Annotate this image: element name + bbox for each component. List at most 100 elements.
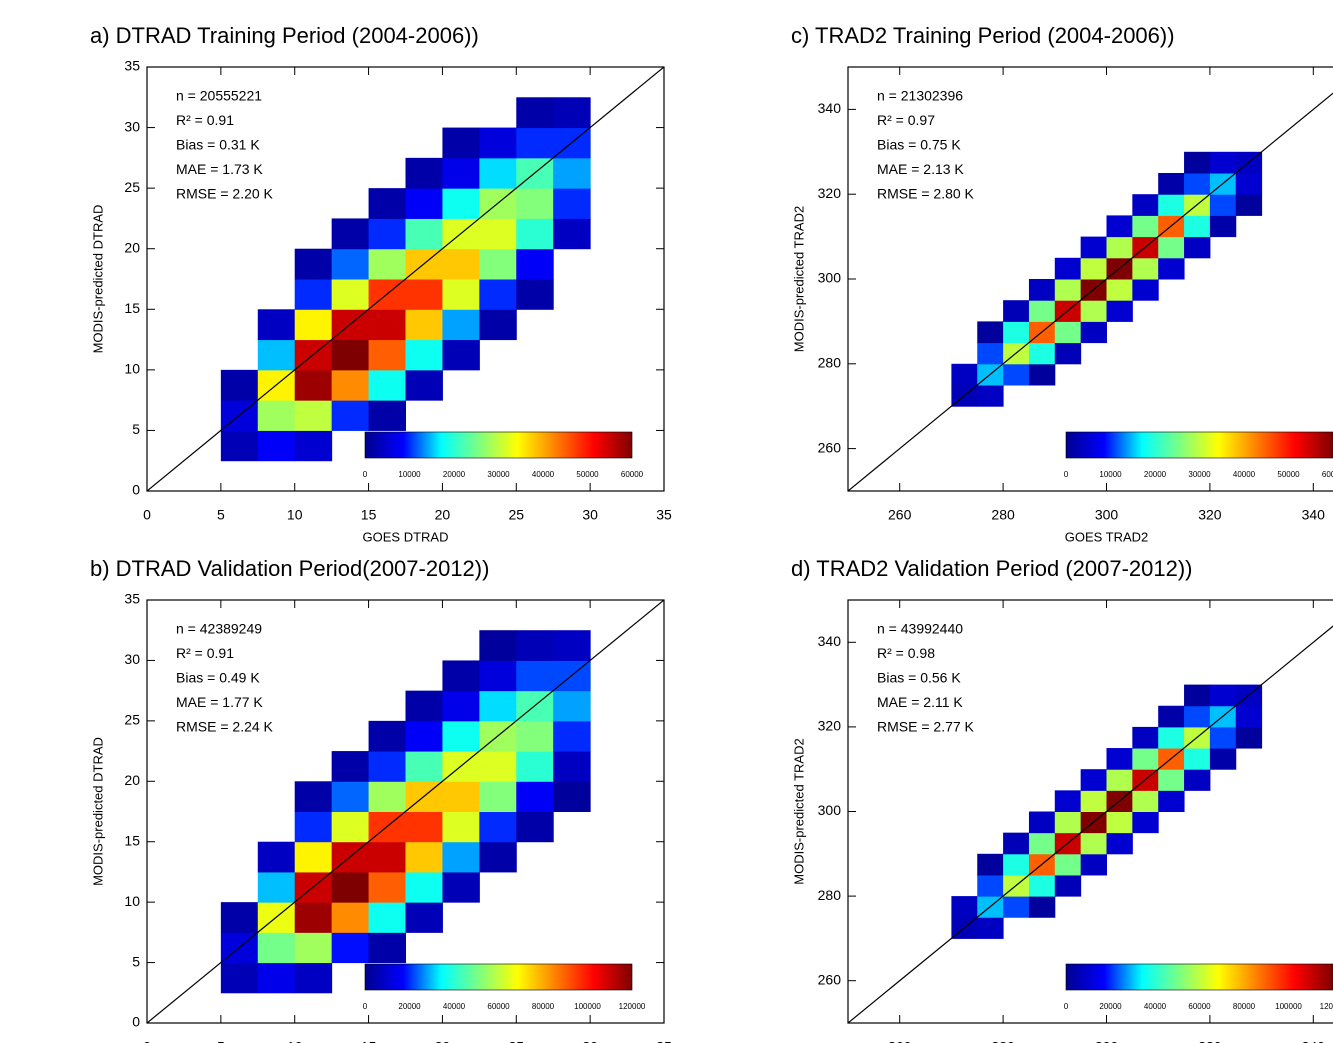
y-tick-label: 0	[132, 482, 140, 498]
y-tick-label: 260	[818, 971, 842, 987]
colorbar-tick-label: 120000	[1320, 1002, 1333, 1011]
stats-annotation: n = 20555221	[176, 88, 262, 104]
heatmap-cell	[331, 781, 370, 812]
one-to-one-line	[147, 600, 664, 1023]
stats-annotation: MAE = 1.77 K	[176, 694, 263, 710]
heatmap-cell	[977, 853, 1004, 876]
x-tick-label: 35	[656, 1039, 672, 1043]
heatmap-cell	[553, 690, 591, 722]
heatmap-cell	[1054, 342, 1082, 365]
heatmap-cell	[516, 811, 554, 843]
heatmap-cell	[294, 811, 333, 843]
heatmap-cell	[553, 751, 591, 782]
y-tick-label: 15	[124, 832, 140, 848]
heatmap-cell	[294, 279, 333, 310]
panel: c) TRAD2 Training Period (2004-2006)) 260…	[791, 23, 1333, 544]
heatmap-cell	[1184, 705, 1211, 728]
heatmap-cell	[479, 781, 517, 812]
x-tick-label: 260	[888, 1039, 912, 1043]
x-tick-label: 10	[287, 1039, 303, 1043]
y-tick-label: 25	[124, 179, 140, 195]
heatmap-cell	[1106, 300, 1133, 322]
heatmap-cell	[553, 97, 591, 129]
heatmap-cell	[405, 339, 443, 371]
heatmap-cell	[516, 630, 554, 661]
stats-annotation: R² = 0.97	[877, 112, 935, 128]
heatmap-cell	[1132, 748, 1159, 770]
heatmap-cell	[294, 902, 333, 933]
stats-annotation: n = 42389249	[176, 621, 262, 637]
heatmap-cell	[331, 932, 370, 964]
heatmap-cell	[1003, 896, 1030, 918]
heatmap-cell	[1158, 236, 1185, 259]
heatmap-cell	[1054, 874, 1082, 897]
colorbar	[1065, 963, 1333, 991]
heatmap-cell	[442, 841, 480, 873]
heatmap-cell	[1028, 811, 1056, 834]
stats-annotation: n = 43992440	[877, 621, 963, 637]
stats-annotation: RMSE = 2.20 K	[176, 186, 274, 202]
heatmap-cell	[1054, 257, 1082, 280]
heatmap-cell	[1003, 832, 1030, 855]
heatmap-cell	[368, 309, 406, 341]
stats-annotation: Bias = 0.56 K	[877, 670, 961, 686]
heatmap-cell	[1028, 874, 1056, 897]
heatmap-cell	[294, 841, 333, 873]
panel: a) DTRAD Training Period (2004-2006)) 0 5 1…	[90, 23, 672, 545]
heatmap-cell	[405, 279, 443, 310]
x-tick-label: 300	[1095, 507, 1119, 523]
heatmap-cell	[294, 430, 333, 462]
heatmap-cell	[1080, 769, 1107, 791]
heatmap-cell	[294, 248, 333, 280]
y-tick-label: 280	[818, 355, 842, 371]
heatmap-cell	[1003, 321, 1030, 344]
heatmap-cell	[1209, 726, 1237, 749]
y-tick-label: 0	[132, 1014, 140, 1030]
heatmap-cell	[257, 430, 296, 462]
heatmap-cell	[1080, 790, 1107, 812]
y-tick-label: 280	[818, 887, 842, 903]
heatmap-cell	[1054, 321, 1082, 344]
y-tick-label: 20	[124, 772, 140, 788]
panel-title: b) DTRAD Validation Period(2007-2012))	[90, 556, 489, 581]
heatmap-cell	[331, 811, 370, 843]
heatmap-cell	[442, 127, 480, 159]
heatmap-cell	[1158, 257, 1185, 280]
y-tick-label: 25	[124, 712, 140, 728]
stats-annotation: Bias = 0.31 K	[176, 137, 260, 153]
heatmap-cell	[1184, 769, 1211, 791]
y-tick-label: 30	[124, 651, 140, 667]
heatmap-cell	[1209, 684, 1237, 707]
colorbar-tick-label: 50000	[576, 470, 599, 479]
colorbar-tick-label: 0	[1064, 470, 1069, 479]
one-to-one-line	[147, 67, 664, 491]
heatmap-cell	[294, 781, 333, 812]
plot-area	[147, 600, 664, 1023]
heatmap-cell	[368, 720, 406, 752]
heatmap-cell	[1106, 279, 1133, 301]
colorbar-tick-label: 40000	[1233, 470, 1256, 479]
plot-frame	[146, 599, 665, 1024]
stats-annotation: RMSE = 2.80 K	[877, 186, 975, 202]
colorbar-tick-label: 40000	[1144, 1002, 1167, 1011]
heatmap-cell	[1132, 257, 1159, 280]
heatmap-cell	[479, 690, 517, 722]
heatmap-cell	[479, 157, 517, 189]
heatmap-cell	[977, 385, 1004, 407]
heatmap-cell	[294, 962, 333, 994]
colorbar-tick-label: 60000	[487, 1002, 510, 1011]
colorbar-tick-label: 30000	[487, 470, 510, 479]
colorbar-tick-label: 30000	[1188, 470, 1211, 479]
heatmap-cell	[479, 279, 517, 310]
heatmap-cell	[1132, 215, 1159, 238]
heatmap-cell	[1106, 769, 1133, 791]
panel-title: c) TRAD2 Training Period (2004-2006))	[791, 23, 1175, 48]
heatmap-cell	[405, 157, 443, 189]
x-axis-label: GOES DTRAD	[363, 529, 449, 544]
colorbar-tick-label: 20000	[1144, 470, 1167, 479]
heatmap-cell	[1235, 726, 1263, 749]
colorbar	[1065, 431, 1333, 459]
heatmap-cell	[1235, 705, 1263, 728]
heatmap-cell	[1106, 811, 1133, 834]
heatmap-cell	[1235, 173, 1263, 195]
